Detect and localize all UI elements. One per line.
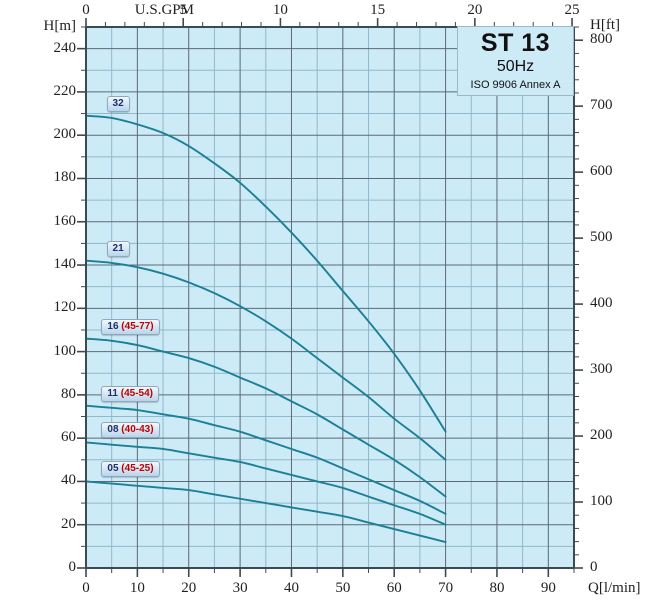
right-tick-100: 100 <box>590 493 613 510</box>
curve-1 <box>85 114 447 433</box>
curve-5 <box>85 441 447 526</box>
model-title-box: ST 13 50Hz ISO 9906 Annex A <box>457 26 574 96</box>
bottom-tick-90: 90 <box>540 580 556 596</box>
curve-label-6: 05 (45-25) <box>101 461 160 478</box>
bottom-tick-40: 40 <box>283 580 299 596</box>
curve-2 <box>85 259 447 461</box>
right-axis-title: H[ft] <box>590 17 620 33</box>
top-tick-10: 10 <box>272 2 288 18</box>
bottom-tick-50: 50 <box>335 580 351 596</box>
left-tick-240: 240 <box>53 39 77 56</box>
right-tick-700: 700 <box>590 97 613 114</box>
right-tick-300: 300 <box>590 361 613 378</box>
left-tick-60: 60 <box>61 429 76 446</box>
bottom-tick-0: 0 <box>82 580 90 596</box>
top-tick-15: 15 <box>370 2 386 18</box>
curve-label-1: 32 <box>106 95 130 112</box>
left-tick-0: 0 <box>68 559 77 575</box>
right-tick-200: 200 <box>590 427 613 444</box>
left-tick-20: 20 <box>61 515 76 532</box>
bottom-tick-20: 20 <box>181 580 197 596</box>
bottom-tick-30: 30 <box>232 580 248 596</box>
left-tick-100: 100 <box>53 342 77 359</box>
right-tick-600: 600 <box>590 163 613 180</box>
curve-label-5: 08 (40-43) <box>101 422 160 439</box>
left-tick-40: 40 <box>61 472 76 489</box>
curve-label-range: (45-25) <box>118 463 154 475</box>
curve-label-number: 16 <box>107 320 119 332</box>
curve-label-range: (45-54) <box>117 387 153 399</box>
bottom-axis-title: Q[l/min] <box>588 580 641 596</box>
top-tick-25: 25 <box>564 2 580 18</box>
bottom-tick-10: 10 <box>129 580 145 596</box>
left-tick-200: 200 <box>53 126 77 143</box>
curve-label-range: (45-77) <box>118 320 154 332</box>
bottom-tick-80: 80 <box>489 580 505 596</box>
model-frequency: 50Hz <box>496 57 535 75</box>
curve-label-4: 11 (45-54) <box>101 385 159 402</box>
curve-label-number: 08 <box>107 424 119 436</box>
top-tick-5: 5 <box>179 2 187 18</box>
top-tick-20: 20 <box>467 2 483 18</box>
left-tick-80: 80 <box>61 385 76 402</box>
left-axis-title: H[m] <box>43 18 77 34</box>
curve-3 <box>85 337 447 498</box>
curve-label-3: 16 (45-77) <box>101 318 160 335</box>
model-standard: ISO 9906 Annex A <box>470 78 561 91</box>
curve-label-range: (40-43) <box>118 424 154 436</box>
top-tick-0: 0 <box>82 2 90 18</box>
right-tick-400: 400 <box>590 295 613 312</box>
curve-label-number: 32 <box>112 97 124 109</box>
curve-4 <box>85 404 447 515</box>
left-tick-160: 160 <box>53 212 77 229</box>
model-name: ST 13 <box>480 28 551 57</box>
left-tick-180: 180 <box>53 169 77 186</box>
curve-label-number: 11 <box>107 387 118 399</box>
bottom-tick-70: 70 <box>438 580 454 596</box>
curve-label-number: 21 <box>112 242 124 254</box>
right-tick-800: 800 <box>590 31 613 48</box>
curve-label-number: 05 <box>107 463 119 475</box>
bottom-tick-60: 60 <box>386 580 402 596</box>
right-tick-500: 500 <box>590 229 613 246</box>
left-tick-140: 140 <box>53 256 77 273</box>
left-tick-220: 220 <box>53 82 77 99</box>
left-tick-120: 120 <box>53 299 77 316</box>
top-axis-title: U.S.GPM <box>134 2 194 18</box>
curve-label-2: 21 <box>106 240 130 257</box>
right-tick-0: 0 <box>590 559 598 575</box>
curve-6 <box>85 480 447 543</box>
